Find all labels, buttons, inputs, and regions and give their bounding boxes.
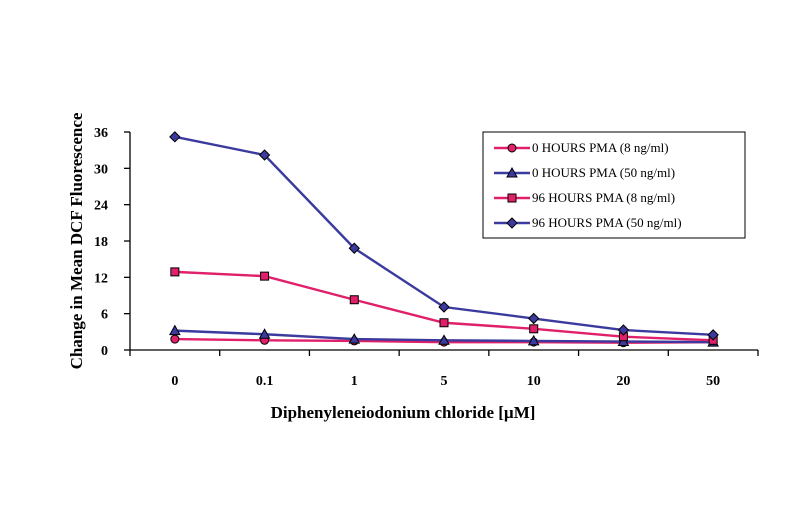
data-point <box>169 131 181 143</box>
legend-entry: 0 HOURS PMA (50 ng/ml) <box>494 165 675 180</box>
data-point <box>260 271 270 281</box>
data-point <box>169 324 181 336</box>
data-point <box>617 324 630 336</box>
y-tick-label: 36 <box>94 126 108 141</box>
legend-entry: 96 HOURS PMA (8 ng/ml) <box>494 190 675 205</box>
y-ticks: 0 6 12 18 24 30 36 <box>94 126 130 359</box>
y-tick-label: 0 <box>101 344 108 359</box>
y-tick-label: 6 <box>101 308 108 323</box>
legend-entry: 0 HOURS PMA (8 ng/ml) <box>494 140 669 155</box>
legend: 0 HOURS PMA (8 ng/ml) 0 HOURS PMA (50 ng/… <box>482 131 746 239</box>
data-point <box>170 267 180 277</box>
x-tick-label: 0.1 <box>256 374 274 389</box>
legend-label: 96 HOURS PMA (50 ng/ml) <box>532 215 682 230</box>
data-point <box>258 328 271 339</box>
data-point <box>170 334 180 344</box>
legend-marker <box>507 143 517 153</box>
series-layer <box>169 131 719 348</box>
legend-entry: 96 HOURS PMA (50 ng/ml) <box>494 215 682 230</box>
x-tick-label: 5 <box>441 374 448 389</box>
x-tick-label: 1 <box>351 374 358 389</box>
x-ticks: 0 0.1 1 5 10 20 50 <box>129 350 759 389</box>
legend-label: 0 HOURS PMA (8 ng/ml) <box>532 140 669 155</box>
data-point <box>438 334 450 345</box>
data-point <box>258 149 271 161</box>
y-axis-title: Change in Mean DCF Fluorescence <box>67 112 86 369</box>
x-axis-title: Diphenyleneiodonium chloride [µM] <box>271 403 536 422</box>
y-tick-label: 18 <box>94 235 108 250</box>
y-tick-label: 30 <box>94 162 108 177</box>
y-tick-label: 12 <box>94 271 108 286</box>
data-point <box>349 295 359 305</box>
data-point <box>529 324 539 334</box>
data-point <box>348 333 361 344</box>
series-4 <box>169 131 719 341</box>
legend-box <box>482 131 746 239</box>
legend-marker <box>506 217 518 229</box>
data-point <box>528 312 540 325</box>
legend-label: 96 HOURS PMA (8 ng/ml) <box>532 190 675 205</box>
x-tick-label: 50 <box>706 374 720 389</box>
data-point <box>439 318 449 328</box>
data-point <box>348 242 360 254</box>
legend-marker <box>506 166 518 178</box>
y-tick-label: 24 <box>94 199 108 214</box>
x-tick-label: 20 <box>616 374 630 389</box>
legend-marker <box>507 193 517 203</box>
x-tick-label: 10 <box>527 374 541 389</box>
data-point <box>707 329 719 341</box>
legend-label: 0 HOURS PMA (50 ng/ml) <box>532 165 675 180</box>
data-point <box>438 301 450 313</box>
data-point <box>527 334 540 346</box>
x-tick-label: 0 <box>171 374 178 389</box>
